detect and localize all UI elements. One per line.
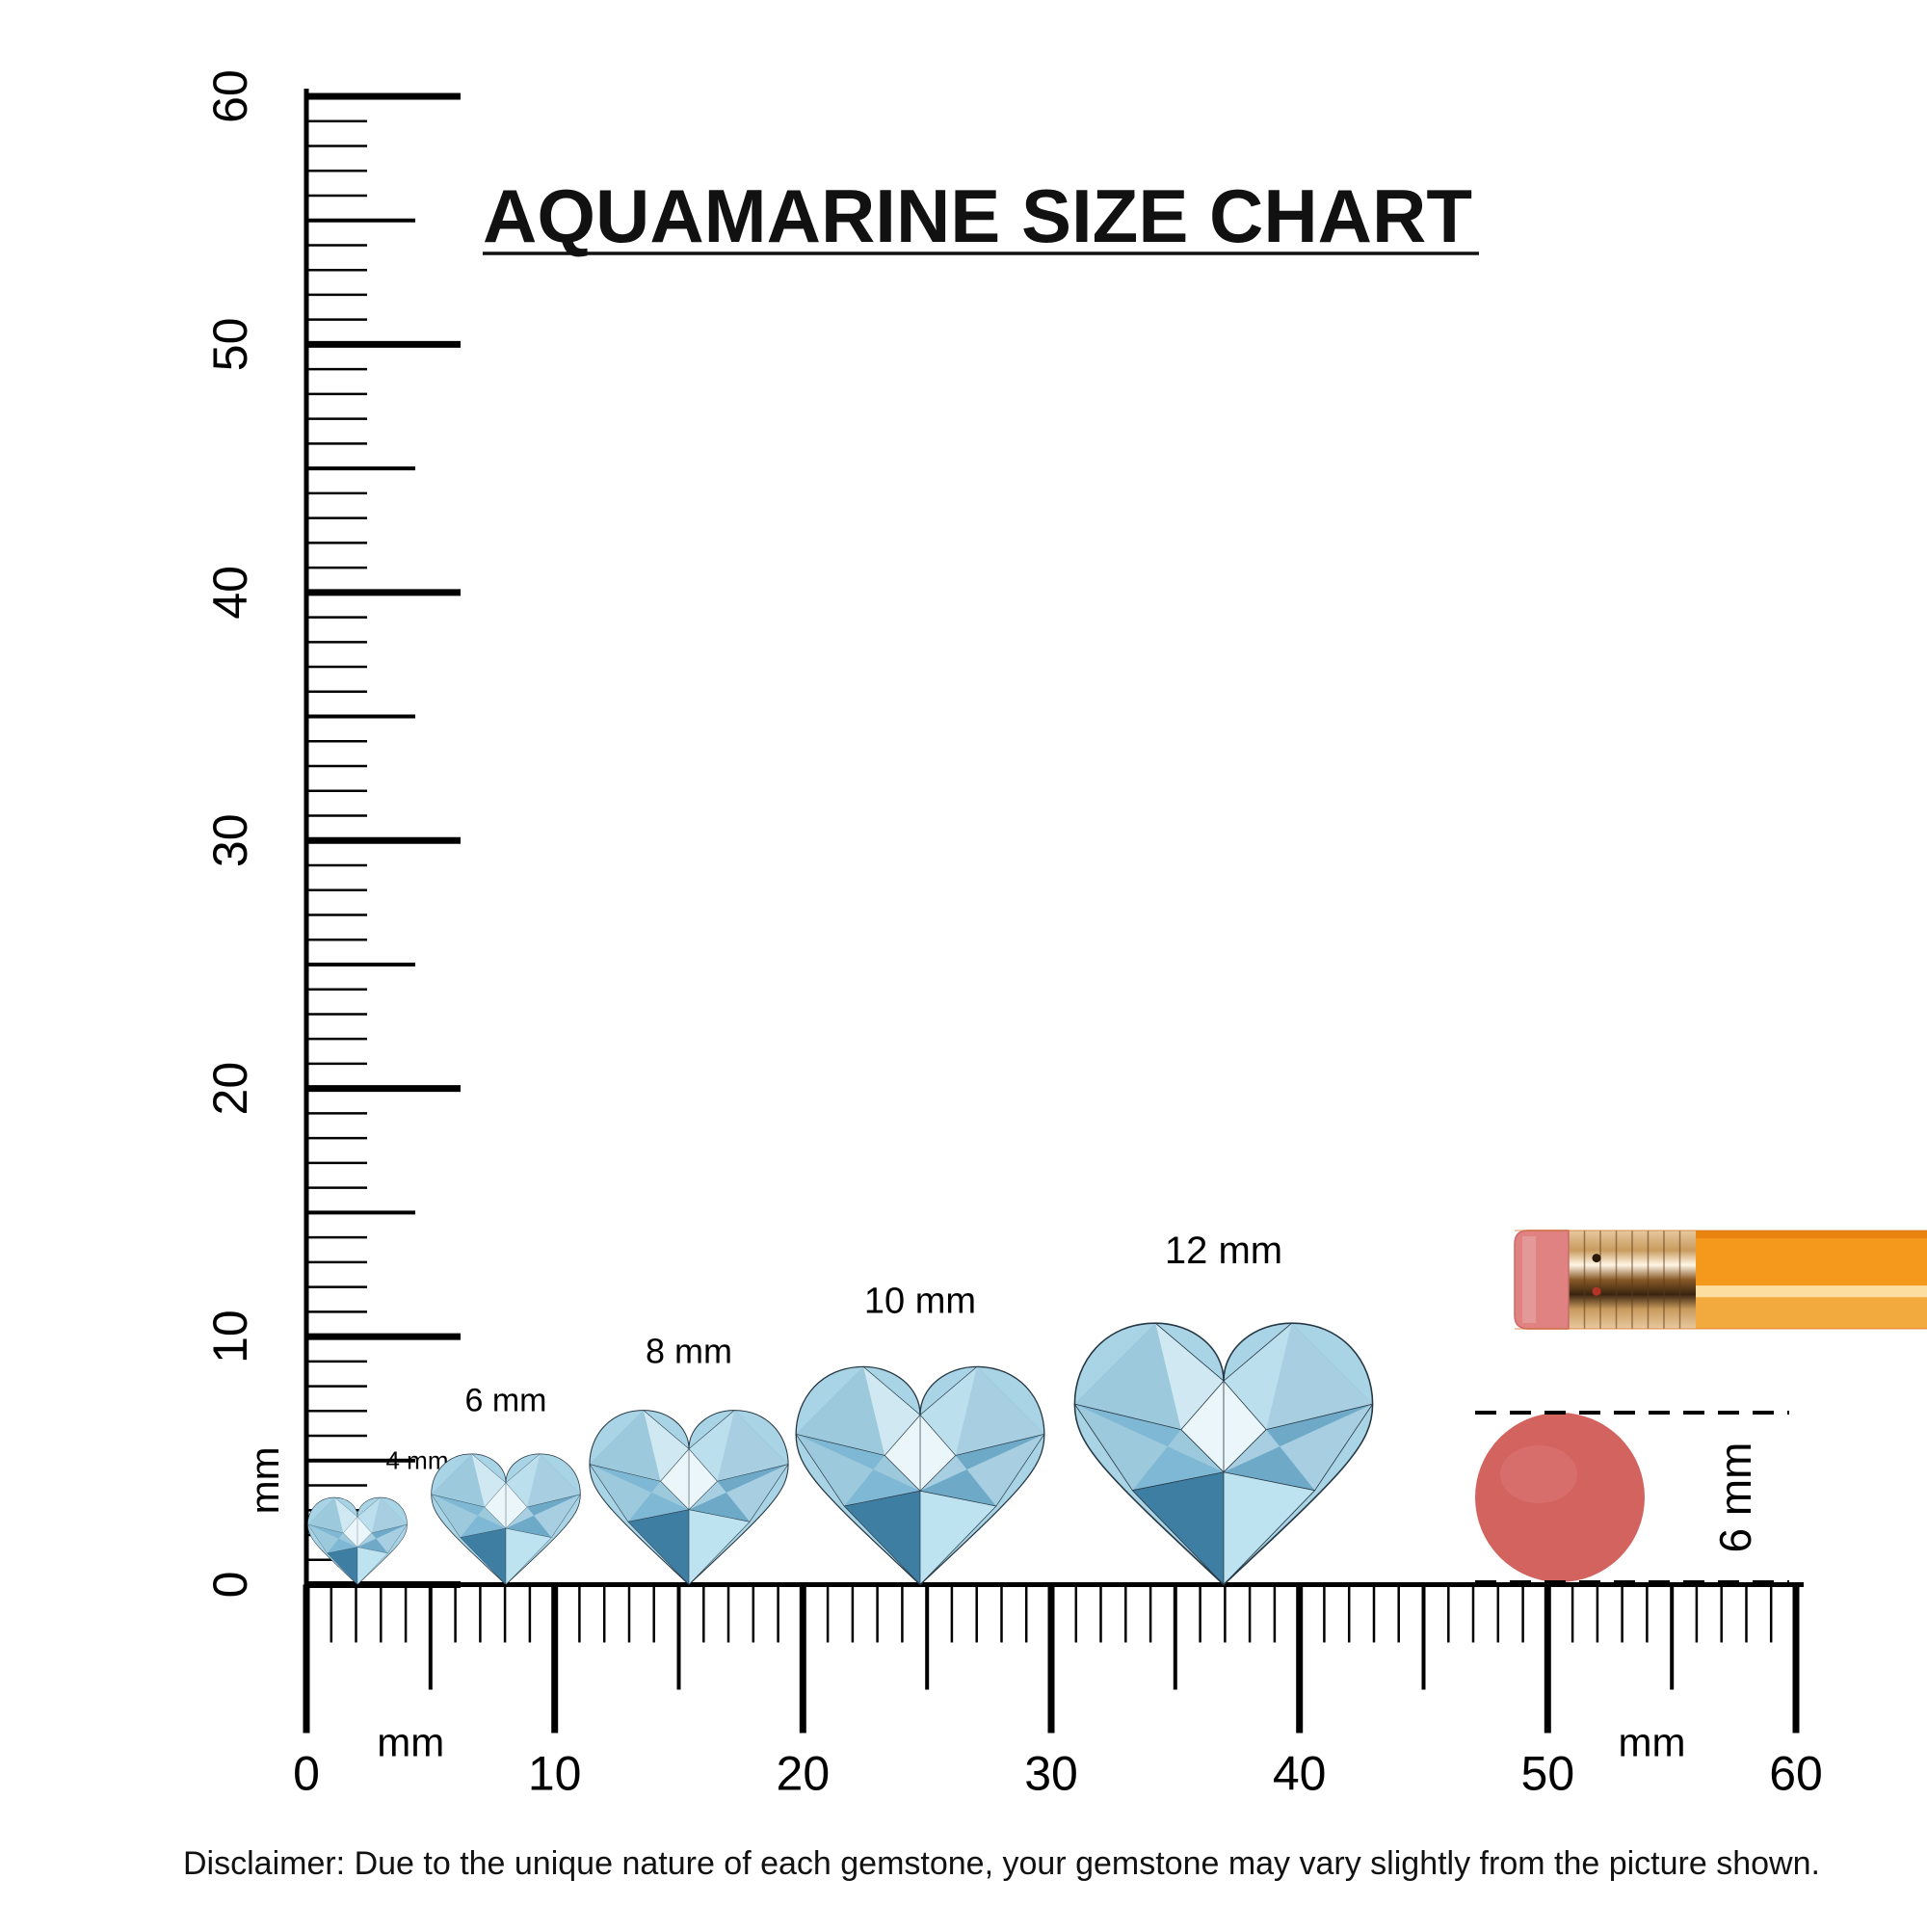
svg-text:20: 20	[203, 1062, 257, 1116]
svg-text:6 mm: 6 mm	[465, 1383, 547, 1419]
svg-text:mm: mm	[1619, 1720, 1686, 1765]
svg-text:10 mm: 10 mm	[864, 1282, 976, 1322]
svg-text:6 mm: 6 mm	[1710, 1442, 1760, 1553]
svg-text:8 mm: 8 mm	[646, 1332, 732, 1371]
svg-text:30: 30	[203, 813, 257, 867]
svg-text:30: 30	[1024, 1747, 1078, 1801]
svg-text:Disclaimer: Due to the unique: Disclaimer: Due to the unique nature of …	[183, 1845, 1820, 1882]
svg-text:40: 40	[1273, 1747, 1327, 1801]
svg-text:12 mm: 12 mm	[1165, 1230, 1282, 1272]
svg-text:0: 0	[293, 1747, 320, 1801]
svg-text:20: 20	[777, 1747, 831, 1801]
svg-text:mm: mm	[377, 1720, 444, 1765]
svg-text:10: 10	[203, 1310, 257, 1363]
svg-text:mm: mm	[242, 1446, 287, 1514]
svg-text:AQUAMARINE SIZE CHART: AQUAMARINE SIZE CHART	[483, 173, 1472, 258]
svg-text:50: 50	[1521, 1747, 1575, 1801]
svg-text:0: 0	[203, 1572, 257, 1599]
svg-text:10: 10	[528, 1747, 582, 1801]
svg-text:60: 60	[203, 69, 257, 123]
svg-text:60: 60	[1769, 1747, 1823, 1801]
svg-text:50: 50	[203, 318, 257, 372]
svg-text:40: 40	[203, 566, 257, 620]
